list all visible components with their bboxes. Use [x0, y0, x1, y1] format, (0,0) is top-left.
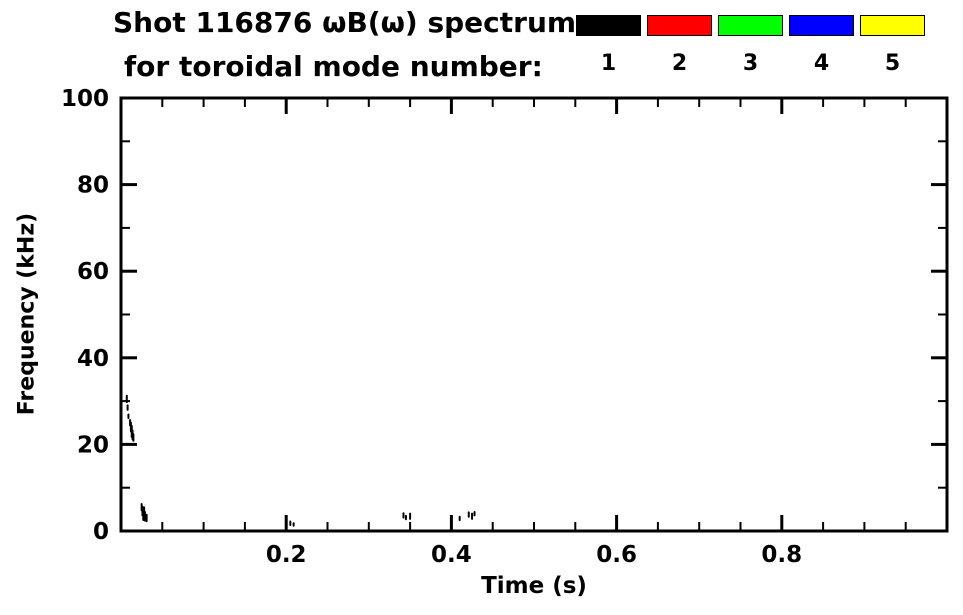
- legend-label-5: 5: [884, 51, 901, 76]
- legend-swatch-3: [718, 15, 783, 36]
- y-tick-label: 100: [61, 86, 109, 112]
- y-tick-label: 80: [77, 173, 109, 199]
- x-tick-label: 0.8: [761, 542, 802, 568]
- legend: 1 2 3 4 5: [576, 15, 925, 76]
- chart-title: Shot 116876 ωB(ω) spectrum: [113, 6, 577, 39]
- y-tick-label: 40: [77, 346, 109, 372]
- legend-swatch-2: [647, 15, 712, 36]
- legend-swatch-5: [860, 15, 925, 36]
- legend-label-2: 2: [671, 51, 688, 76]
- legend-label-4: 4: [813, 51, 830, 76]
- plot-frame: [119, 96, 949, 533]
- y-tick-label: 0: [93, 519, 109, 545]
- legend-swatch-1: [576, 15, 641, 36]
- legend-label-1: 1: [600, 51, 617, 76]
- x-axis-title: Time (s): [481, 573, 587, 599]
- legend-label-3: 3: [742, 51, 759, 76]
- legend-labels: 1 2 3 4 5: [576, 51, 925, 76]
- legend-swatches: [576, 15, 925, 36]
- legend-swatch-4: [789, 15, 854, 36]
- y-tick-label: 60: [77, 259, 109, 285]
- chart-subtitle: for toroidal mode number:: [124, 50, 543, 83]
- x-tick-label: 0.4: [431, 542, 472, 568]
- y-tick-label: 20: [77, 432, 109, 458]
- x-tick-label: 0.6: [596, 542, 637, 568]
- x-tick-label: 0.2: [266, 542, 307, 568]
